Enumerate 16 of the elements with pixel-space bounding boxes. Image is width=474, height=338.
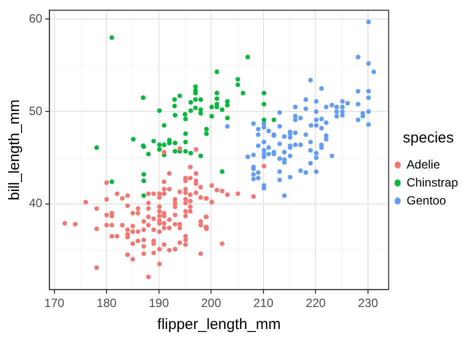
legend-title: species: [402, 130, 454, 147]
x-tick-label: 190: [148, 296, 170, 310]
y-tick-label: 40: [28, 196, 43, 210]
y-tick-label: 60: [28, 12, 43, 26]
legend-label: Adelie: [406, 157, 440, 172]
legend-label: Chinstrap: [406, 175, 458, 190]
x-tick-label: 170: [44, 296, 65, 310]
y-tick-label: 50: [28, 104, 43, 118]
x-tick-label: 200: [201, 296, 222, 310]
x-tick-label: 230: [358, 296, 378, 310]
x-tick-label: 220: [306, 296, 326, 310]
x-tick-label: 180: [96, 296, 117, 310]
legend-label: Gentoo: [406, 193, 446, 208]
x-axis-title: flipper_length_mm: [157, 316, 281, 334]
y-axis-title: bill_length_mm: [6, 99, 24, 200]
x-tick-label: 210: [253, 296, 274, 310]
